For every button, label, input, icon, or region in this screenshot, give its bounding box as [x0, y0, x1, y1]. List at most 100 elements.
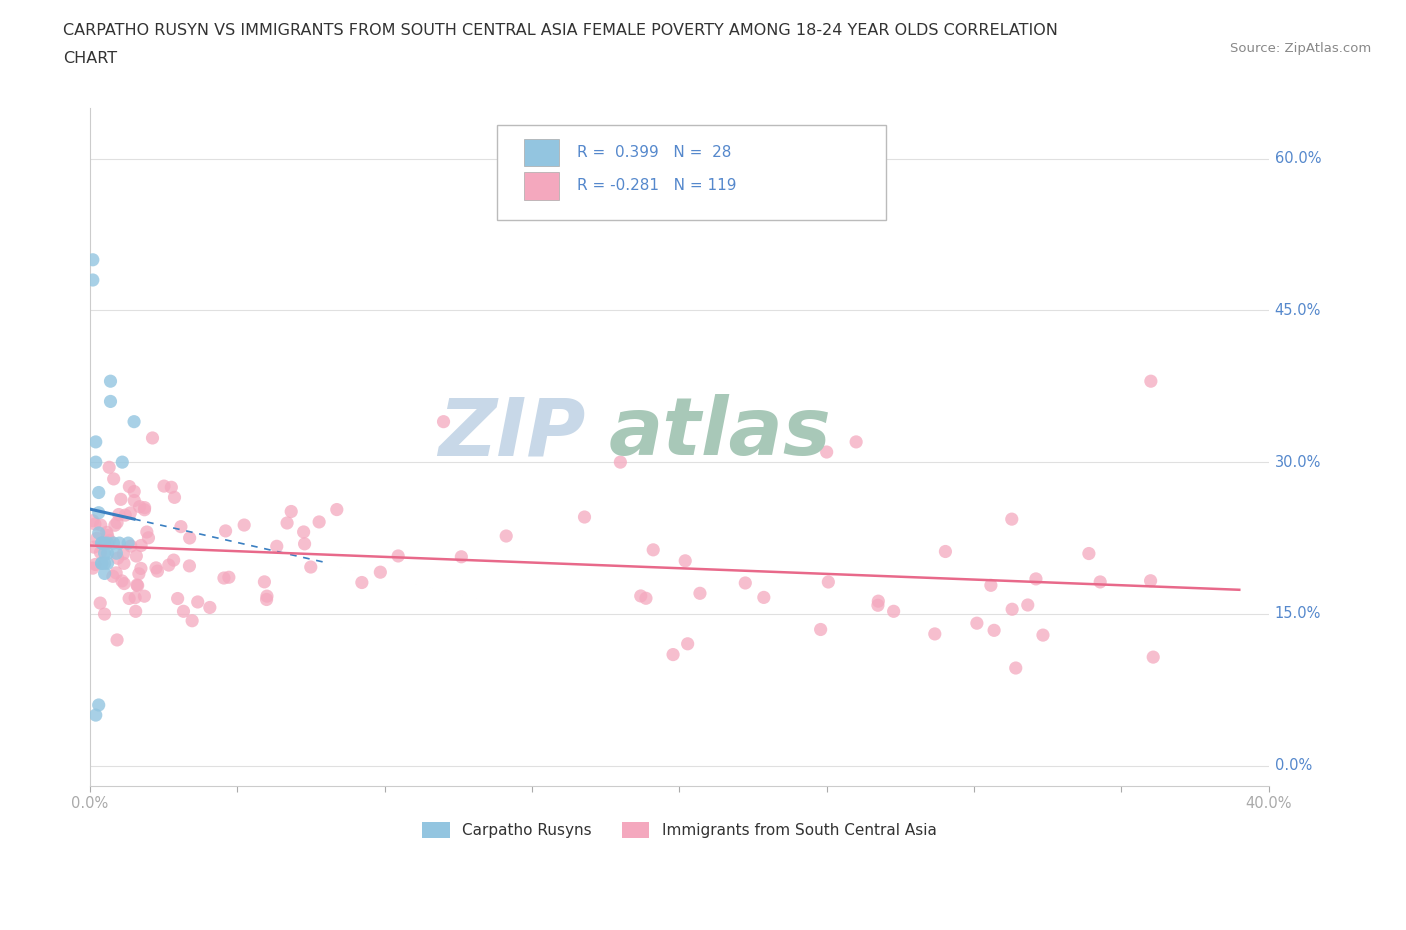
Point	[1025, 571, 1047, 586]
Point	[179, 530, 201, 545]
Point	[111, 574, 134, 589]
Point	[734, 576, 756, 591]
Point	[100, 394, 122, 409]
Point	[233, 518, 256, 533]
Point	[276, 515, 298, 530]
FancyBboxPatch shape	[523, 172, 560, 200]
Point	[218, 570, 240, 585]
Point	[125, 578, 148, 592]
Point	[82, 252, 104, 267]
Point	[128, 499, 150, 514]
Point	[752, 590, 775, 604]
Point	[127, 578, 149, 593]
Point	[105, 515, 128, 530]
Point	[112, 556, 135, 571]
Point	[266, 538, 288, 553]
Point	[89, 545, 111, 560]
Point	[817, 575, 839, 590]
Point	[114, 508, 136, 523]
Point	[924, 627, 946, 642]
Point	[634, 591, 657, 605]
Point	[90, 536, 112, 551]
FancyBboxPatch shape	[496, 125, 886, 219]
Point	[118, 591, 141, 606]
Point	[120, 538, 142, 553]
Point	[125, 549, 148, 564]
Point	[868, 593, 890, 608]
Point	[83, 539, 105, 554]
Point	[122, 414, 145, 429]
Text: 45.0%: 45.0%	[1275, 303, 1322, 318]
Point	[84, 708, 107, 723]
Point	[96, 546, 118, 561]
Point	[135, 525, 157, 539]
Text: CARPATHO RUSYN VS IMMIGRANTS FROM SOUTH CENTRAL ASIA FEMALE POVERTY AMONG 18-24 : CARPATHO RUSYN VS IMMIGRANTS FROM SOUTH …	[63, 23, 1059, 38]
Point	[84, 455, 107, 470]
Point	[280, 504, 302, 519]
Point	[163, 552, 186, 567]
Point	[145, 561, 167, 576]
Point	[98, 459, 121, 474]
Point	[673, 553, 696, 568]
Point	[810, 622, 832, 637]
Point	[124, 493, 146, 508]
Point	[1142, 650, 1164, 665]
Point	[89, 595, 111, 610]
Point	[1140, 374, 1163, 389]
Text: 30.0%: 30.0%	[1275, 455, 1322, 470]
Point	[134, 502, 156, 517]
Point	[82, 561, 104, 576]
Point	[84, 557, 107, 572]
Point	[387, 549, 409, 564]
Point	[124, 591, 146, 605]
Text: 15.0%: 15.0%	[1275, 606, 1322, 621]
Text: CHART: CHART	[63, 51, 117, 66]
Point	[111, 455, 134, 470]
Text: 0.0%: 0.0%	[1275, 758, 1312, 773]
Point	[370, 565, 392, 579]
Point	[1004, 660, 1026, 675]
Point	[866, 598, 889, 613]
Point	[90, 556, 112, 571]
Point	[138, 530, 160, 545]
Point	[166, 591, 188, 606]
Point	[93, 536, 115, 551]
Point	[87, 525, 110, 540]
Point	[609, 455, 631, 470]
Point	[93, 556, 115, 571]
Point	[256, 589, 278, 604]
Point	[117, 536, 139, 551]
Point	[153, 479, 176, 494]
Point	[350, 575, 373, 590]
Point	[845, 434, 868, 449]
Point	[129, 538, 152, 553]
Point	[495, 528, 517, 543]
Point	[1001, 512, 1024, 526]
Point	[179, 558, 201, 573]
Point	[93, 606, 115, 621]
Point	[82, 272, 104, 287]
Point	[326, 502, 349, 517]
FancyBboxPatch shape	[523, 139, 560, 166]
Point	[108, 536, 131, 551]
Point	[105, 546, 128, 561]
Point	[256, 592, 278, 607]
Point	[662, 647, 685, 662]
Point	[87, 505, 110, 520]
Point	[128, 566, 150, 581]
Point	[934, 544, 956, 559]
Point	[90, 536, 112, 551]
Point	[1001, 602, 1024, 617]
Point	[110, 492, 132, 507]
Point	[90, 518, 112, 533]
Point	[214, 524, 236, 538]
Point	[104, 518, 127, 533]
Point	[105, 565, 128, 580]
Point	[160, 480, 183, 495]
Point	[90, 556, 112, 571]
Point	[689, 586, 711, 601]
Text: R = -0.281   N = 119: R = -0.281 N = 119	[576, 179, 737, 193]
Point	[1139, 573, 1161, 588]
Point	[883, 604, 905, 618]
Point	[122, 485, 145, 499]
